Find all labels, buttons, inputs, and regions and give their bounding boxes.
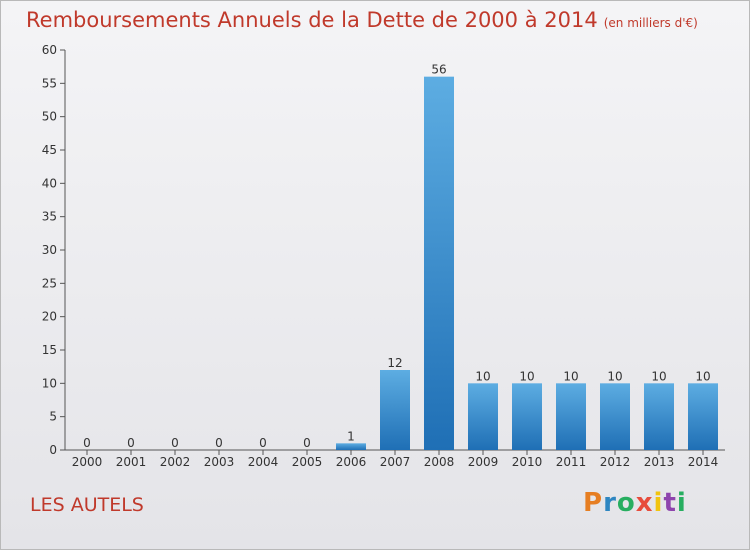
logo-letter: x [635,488,654,518]
x-tick-label: 2001 [116,455,147,469]
chart-title-text: Remboursements Annuels de la Dette de 20… [26,8,598,32]
bar-2009 [468,383,498,450]
logo-letter: i [653,488,664,518]
bar-2012 [600,383,630,450]
data-label: 10 [519,369,534,383]
y-tick-label: 5 [49,410,57,424]
x-tick-label: 2002 [160,455,191,469]
y-tick-label: 15 [42,343,57,357]
y-tick-label: 45 [42,143,57,157]
data-label: 56 [431,63,446,77]
bar-2014 [688,383,718,450]
y-tick-label: 10 [42,376,57,390]
logo-letter: o [616,488,636,518]
bar-2011 [556,383,586,450]
x-tick-label: 2005 [292,455,323,469]
x-tick-label: 2008 [424,455,455,469]
y-tick-label: 0 [49,443,57,457]
y-tick-label: 55 [42,76,57,90]
data-label: 0 [215,436,223,450]
data-label: 10 [695,369,710,383]
commune-name: LES AUTELS [30,494,144,516]
chart-title: Remboursements Annuels de la Dette de 20… [26,8,698,32]
data-label: 10 [607,369,622,383]
data-label: 10 [651,369,666,383]
y-tick-label: 40 [42,176,57,190]
y-tick-label: 20 [42,310,57,324]
logo-letter: r [603,488,617,518]
x-tick-label: 2011 [556,455,587,469]
x-tick-label: 2010 [512,455,543,469]
logo-letter: i [676,488,687,518]
data-label: 12 [387,356,402,370]
chart-unit: (en milliers d'€) [603,16,698,30]
x-tick-label: 2007 [380,455,411,469]
data-label: 1 [347,429,355,443]
logo-letter: P [583,488,604,518]
x-tick-label: 2006 [336,455,367,469]
bar-2013 [644,383,674,450]
bar-2008 [424,76,454,451]
y-tick-label: 30 [42,243,57,257]
x-tick-label: 2009 [468,455,499,469]
data-label: 10 [475,369,490,383]
y-tick-label: 50 [42,110,57,124]
y-tick-label: 60 [42,43,57,57]
logo-letter: t [663,488,677,518]
data-label: 0 [171,436,179,450]
y-tick-label: 35 [42,210,57,224]
x-tick-label: 2003 [204,455,235,469]
bar-2006 [336,443,366,450]
data-label: 0 [303,436,311,450]
x-tick-label: 2014 [688,455,719,469]
bar-2010 [512,383,542,450]
y-tick-label: 25 [42,276,57,290]
data-label: 0 [127,436,135,450]
x-tick-label: 2004 [248,455,279,469]
x-tick-label: 2012 [600,455,631,469]
data-label: 10 [563,369,578,383]
data-label: 0 [259,436,267,450]
bar-2007 [380,370,410,450]
data-label: 0 [83,436,91,450]
proxiti-logo[interactable]: Proxiti [583,488,687,518]
x-tick-label: 2013 [644,455,675,469]
x-tick-label: 2000 [72,455,103,469]
